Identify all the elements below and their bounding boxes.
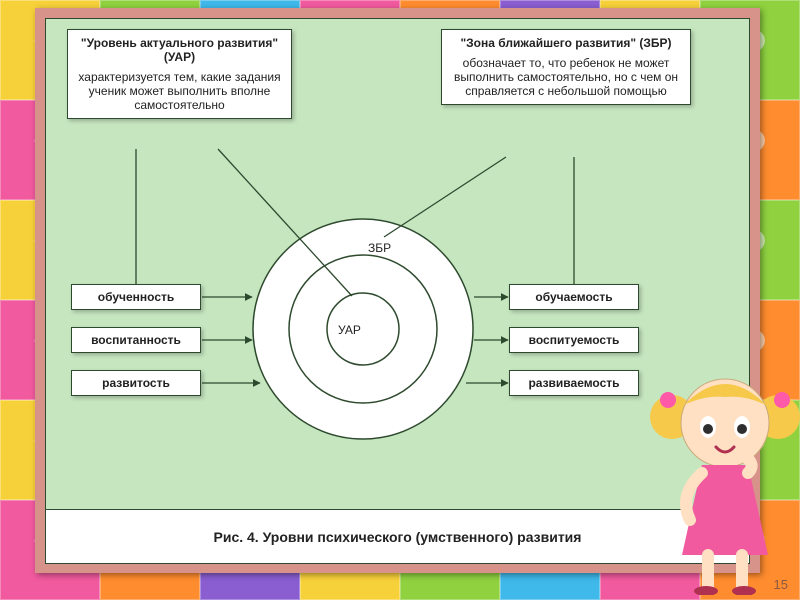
figure-caption-band: Рис. 4. Уровни психического (умственного… [45,510,750,564]
right-item-1: воспитуемость [509,327,639,353]
right-item-2: развиваемость [509,370,639,396]
left-item-1: воспитанность [71,327,201,353]
left-item-2: развитость [71,370,201,396]
zbr-title: "Зона ближайшего развития" (ЗБР) [450,36,682,50]
outer-circle-label: ЗБР [368,241,391,255]
inner-circle-label: УАР [338,323,361,337]
uar-body: характеризуется тем, какие задания учени… [78,70,280,112]
diagram-panel: "Уровень актуального развития" (УАР) хар… [45,18,750,510]
right-item-0: обучаемость [509,284,639,310]
zbr-body: обозначает то, что ребенок не может выпо… [454,56,678,98]
character-girl [650,345,800,595]
left-item-0: обученность [71,284,201,310]
uar-definition-box: "Уровень актуального развития" (УАР) хар… [67,29,292,119]
uar-title: "Уровень актуального развития" (УАР) [76,36,283,64]
figure-caption: Рис. 4. Уровни психического (умственного… [214,529,582,545]
zbr-definition-box: "Зона ближайшего развития" (ЗБР) обознач… [441,29,691,105]
